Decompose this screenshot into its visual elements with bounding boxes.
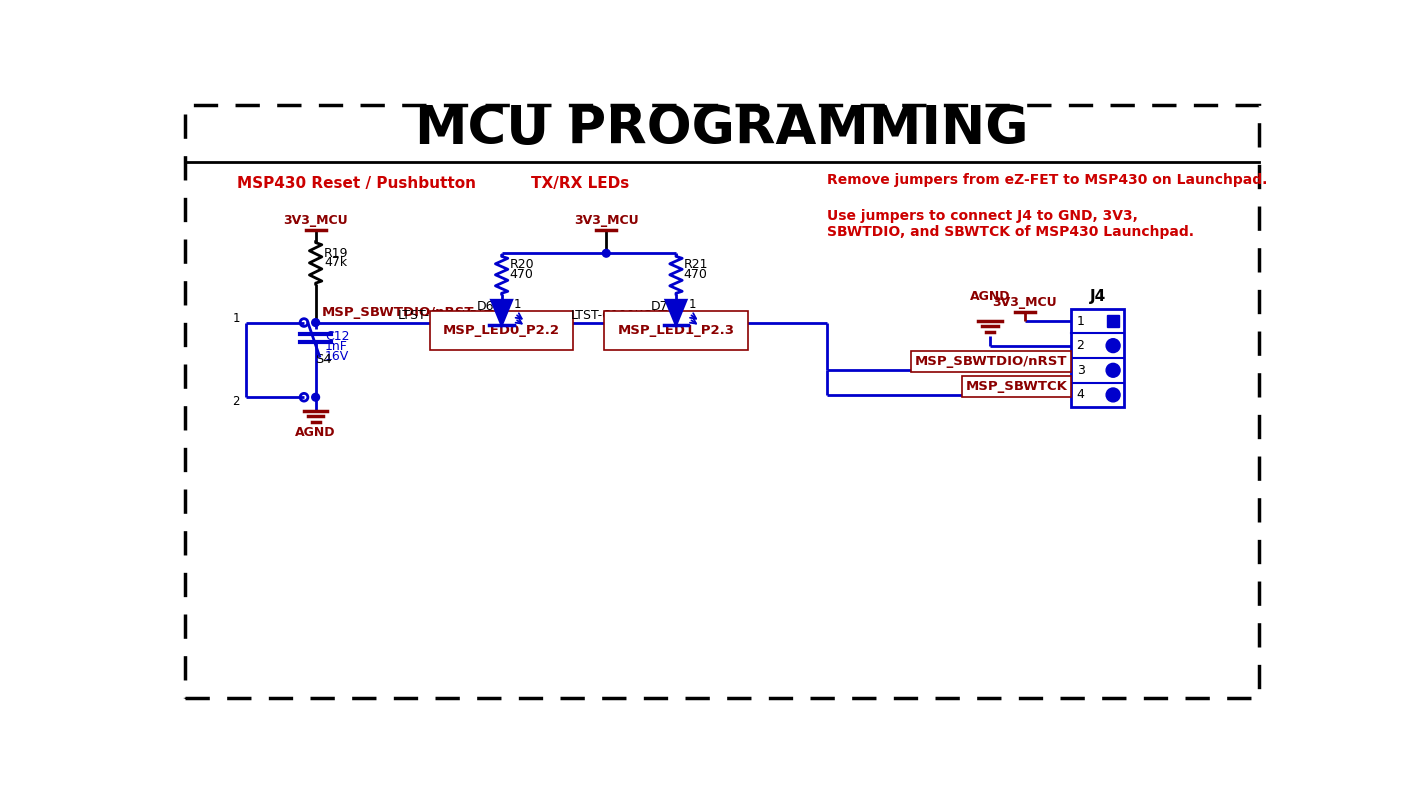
Text: 1: 1 xyxy=(689,297,696,311)
Text: 1: 1 xyxy=(1076,315,1085,328)
Text: MSP_LED0_P2.2: MSP_LED0_P2.2 xyxy=(442,324,561,337)
Circle shape xyxy=(311,319,320,327)
Text: 47k: 47k xyxy=(324,256,347,269)
Bar xyxy=(1107,315,1119,328)
Text: S4: S4 xyxy=(316,354,333,366)
Text: MSP_SBWTDIO/nRST: MSP_SBWTDIO/nRST xyxy=(321,306,475,320)
Text: D6: D6 xyxy=(476,300,495,313)
Polygon shape xyxy=(666,301,686,325)
Text: 3V3_MCU: 3V3_MCU xyxy=(573,214,638,227)
Text: 3: 3 xyxy=(1076,364,1085,377)
Text: 4: 4 xyxy=(1076,389,1085,401)
Text: LTST-C190KRKT: LTST-C190KRKT xyxy=(397,309,495,322)
Circle shape xyxy=(1106,339,1120,352)
Text: 16V: 16V xyxy=(325,350,349,363)
Text: 2: 2 xyxy=(1076,339,1085,352)
Text: Green: Green xyxy=(630,318,668,332)
Text: R20: R20 xyxy=(510,258,534,271)
Text: C12: C12 xyxy=(325,330,349,343)
Circle shape xyxy=(1106,388,1120,401)
Text: 3V3_MCU: 3V3_MCU xyxy=(992,296,1057,308)
Text: 1: 1 xyxy=(232,312,240,325)
Bar xyxy=(1071,308,1124,407)
Text: Remove jumpers from eZ-FET to MSP430 on Launchpad.: Remove jumpers from eZ-FET to MSP430 on … xyxy=(827,173,1268,187)
Text: TX/RX LEDs: TX/RX LEDs xyxy=(531,176,630,192)
Text: 1: 1 xyxy=(514,297,521,311)
Text: MCU PROGRAMMING: MCU PROGRAMMING xyxy=(416,103,1029,154)
Circle shape xyxy=(311,394,320,401)
Circle shape xyxy=(603,250,610,257)
Text: Red: Red xyxy=(469,318,495,332)
Text: R21: R21 xyxy=(683,258,709,271)
Text: MSP430 Reset / Pushbutton: MSP430 Reset / Pushbutton xyxy=(237,176,476,192)
Text: 470: 470 xyxy=(683,268,707,281)
Text: 1nF: 1nF xyxy=(325,340,348,353)
Text: 470: 470 xyxy=(510,268,533,281)
Text: MSP_SBWTDIO/nRST: MSP_SBWTDIO/nRST xyxy=(914,355,1068,368)
Text: MSP_LED1_P2.3: MSP_LED1_P2.3 xyxy=(617,324,734,337)
Text: Use jumpers to connect J4 to GND, 3V3,
SBWTDIO, and SBWTCK of MSP430 Launchpad.: Use jumpers to connect J4 to GND, 3V3, S… xyxy=(827,208,1193,238)
Text: AGND: AGND xyxy=(969,290,1010,304)
Text: 2: 2 xyxy=(689,316,696,329)
Circle shape xyxy=(1106,363,1120,377)
Text: J4: J4 xyxy=(1089,289,1106,304)
Text: LTST-C190KGKT: LTST-C190KGKT xyxy=(571,309,668,322)
Text: 2: 2 xyxy=(514,316,521,329)
Polygon shape xyxy=(492,301,511,325)
Text: D7: D7 xyxy=(651,300,668,313)
Text: AGND: AGND xyxy=(296,426,335,440)
Text: R19: R19 xyxy=(324,246,348,260)
Text: MSP_SBWTCK: MSP_SBWTCK xyxy=(965,380,1068,393)
Text: 2: 2 xyxy=(232,394,240,408)
Text: 3V3_MCU: 3V3_MCU xyxy=(283,214,348,227)
